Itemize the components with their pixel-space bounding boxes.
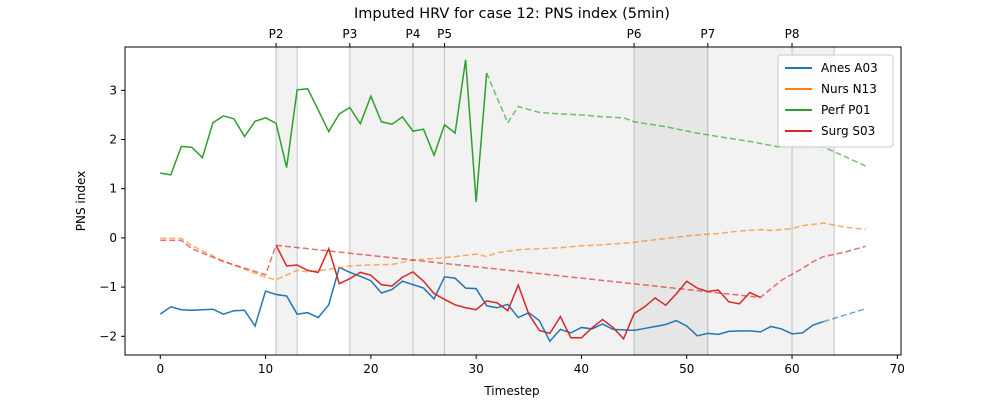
y-tick-label: 3 — [109, 83, 117, 97]
phase-labels: P2 P3 P4 P5 P6 P7 P8 — [269, 27, 800, 47]
phase-label-p3: P3 — [342, 27, 357, 41]
chart-title: Imputed HRV for case 12: PNS index (5min… — [354, 6, 670, 22]
phase-shades — [275, 47, 835, 355]
y-tick-label: 2 — [109, 132, 117, 146]
y-axis-label: PNS index — [74, 171, 88, 231]
y-tick-label: 0 — [109, 231, 117, 245]
x-tick-label: 10 — [258, 362, 273, 376]
x-tick-label: 0 — [156, 362, 164, 376]
phase-label-p7: P7 — [700, 27, 715, 41]
plot-frame — [124, 46, 902, 356]
x-tick-label: 50 — [679, 362, 694, 376]
x-tick-label: 60 — [784, 362, 799, 376]
series-lines — [159, 59, 867, 343]
x-tick-label: 30 — [469, 362, 484, 376]
phase-label-p4: P4 — [406, 27, 421, 41]
phase-shade-1 — [349, 47, 413, 355]
phase-label-p2: P2 — [269, 27, 284, 41]
series-surg-s03-observed — [275, 244, 761, 341]
phase-shade-4 — [634, 47, 708, 355]
x-axis-label: Timestep — [483, 384, 539, 398]
series-nurs-n13-imputed — [160, 222, 866, 281]
legend-label-perf-p01: Perf P01 — [821, 103, 871, 117]
y-tick-label: −1 — [99, 280, 117, 294]
phase-shade-2 — [412, 47, 445, 355]
series-perf-p01-observed — [160, 59, 488, 203]
legend-label-anes-a03: Anes A03 — [821, 61, 878, 75]
legend: Anes A03 Nurs N13 Perf P01 Surg S03 — [777, 54, 894, 148]
legend-box — [777, 54, 894, 148]
y-axis-ticks: −2 −1 0 1 2 3 — [99, 83, 125, 343]
series-anes-a03-observed — [159, 266, 824, 343]
x-tick-label: 40 — [574, 362, 589, 376]
y-tick-label: 1 — [109, 182, 117, 196]
phase-label-p8: P8 — [785, 27, 800, 41]
legend-label-nurs-n13: Nurs N13 — [821, 82, 877, 96]
phase-label-p6: P6 — [627, 27, 642, 41]
legend-label-surg-s03: Surg S03 — [821, 124, 875, 138]
x-axis-ticks: 0 10 20 30 40 50 60 70 — [156, 355, 905, 376]
y-tick-label: −2 — [99, 329, 117, 343]
x-tick-label: 20 — [363, 362, 378, 376]
x-tick-label: 70 — [890, 362, 905, 376]
phase-label-p5: P5 — [437, 27, 452, 41]
series-anes-a03-imputed — [823, 308, 866, 323]
